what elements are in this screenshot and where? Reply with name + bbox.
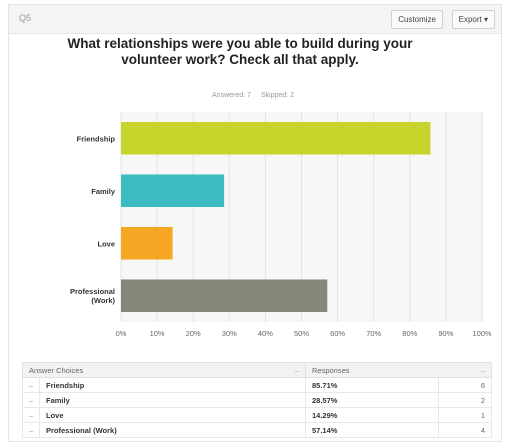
answer-choice: Professional (Work) bbox=[39, 422, 306, 438]
x-tick-label: 60% bbox=[330, 329, 345, 338]
x-tick-label: 30% bbox=[222, 329, 237, 338]
row-expand-icon[interactable]: – bbox=[22, 377, 40, 393]
response-stats: Answered: 7 Skipped: 2 bbox=[0, 92, 506, 99]
question-number: Q5 bbox=[19, 13, 32, 23]
table-header-row: Answer Choices – Responses – bbox=[22, 362, 492, 378]
response-count: 1 bbox=[438, 407, 492, 423]
row-expand-icon[interactable]: – bbox=[22, 407, 40, 423]
x-tick-label: 80% bbox=[402, 329, 417, 338]
x-tick-label: 10% bbox=[150, 329, 165, 338]
table-row: – Friendship 85.71% 6 bbox=[22, 377, 492, 393]
table-row: – Professional (Work) 57.14% 4 bbox=[22, 422, 492, 438]
x-tick-label: 70% bbox=[366, 329, 381, 338]
response-percent: 85.71% bbox=[305, 377, 439, 393]
answer-choice: Family bbox=[39, 392, 306, 408]
chart-category-labels: Friendship Family Love Professional (Work) bbox=[70, 134, 116, 305]
table-row: – Love 14.29% 1 bbox=[22, 407, 492, 423]
customize-button[interactable]: Customize bbox=[391, 10, 443, 29]
bar[interactable] bbox=[121, 174, 225, 208]
bar[interactable] bbox=[121, 279, 328, 313]
response-count: 4 bbox=[438, 422, 492, 438]
category-label: Professional (Work) bbox=[70, 287, 116, 305]
answer-choices-header[interactable]: Answer Choices – bbox=[22, 362, 306, 378]
chart-tick-labels: 0% 10% 20% 30% 40% 50% 60% 70% 80% 90% 100% bbox=[116, 329, 492, 338]
answer-choice: Friendship bbox=[39, 377, 306, 393]
x-tick-label: 50% bbox=[294, 329, 309, 338]
response-percent: 14.29% bbox=[305, 407, 439, 423]
responses-header[interactable]: Responses – bbox=[305, 362, 492, 378]
category-label: Family bbox=[91, 187, 116, 196]
category-label: Love bbox=[97, 239, 115, 248]
export-button[interactable]: Export ▾ bbox=[451, 10, 495, 29]
response-percent: 57.14% bbox=[305, 422, 439, 438]
table-row: – Family 28.57% 2 bbox=[22, 392, 492, 408]
sort-caret-icon: – bbox=[294, 365, 299, 375]
x-tick-label: 100% bbox=[472, 329, 492, 338]
response-count: 6 bbox=[438, 377, 492, 393]
x-tick-label: 40% bbox=[258, 329, 273, 338]
answer-choice: Love bbox=[39, 407, 306, 423]
skipped-count: Skipped: 2 bbox=[260, 92, 294, 99]
x-tick-label: 20% bbox=[186, 329, 201, 338]
answered-count: Answered: 7 bbox=[212, 92, 251, 99]
chart-title: What relationships were you able to buil… bbox=[67, 36, 413, 67]
x-tick-label: 0% bbox=[116, 329, 127, 338]
chart-bars bbox=[121, 121, 431, 313]
panel-toolbar: Q5 Customize Export ▾ bbox=[9, 5, 501, 34]
bar[interactable] bbox=[121, 226, 173, 260]
category-label: Friendship bbox=[77, 134, 116, 143]
x-tick-label: 90% bbox=[438, 329, 453, 338]
responses-table: Answer Choices – Responses – – Friendship … bbox=[22, 362, 492, 438]
sort-caret-icon: – bbox=[480, 365, 485, 375]
row-expand-icon[interactable]: – bbox=[22, 392, 40, 408]
response-percent: 28.57% bbox=[305, 392, 439, 408]
row-expand-icon[interactable]: – bbox=[22, 422, 40, 438]
response-count: 2 bbox=[438, 392, 492, 408]
bar[interactable] bbox=[121, 121, 431, 155]
